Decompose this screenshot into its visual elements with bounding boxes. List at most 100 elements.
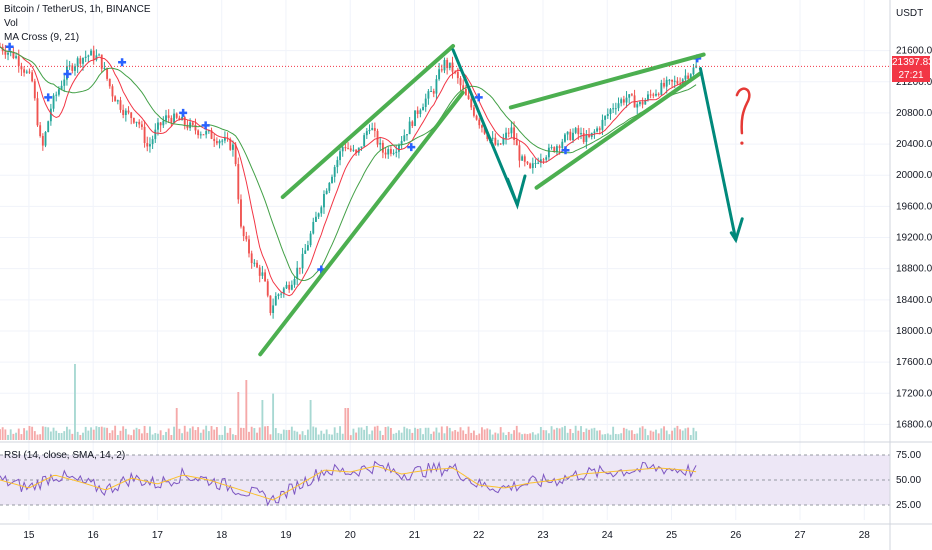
volume-bar (288, 429, 291, 440)
candle-body (598, 128, 601, 130)
volume-bar (561, 427, 564, 440)
candle-body (381, 142, 384, 153)
volume-bar (197, 427, 200, 440)
volume-bar (39, 434, 42, 440)
candle-body (464, 88, 467, 96)
candle-body (494, 137, 497, 145)
volume-bar (17, 428, 20, 440)
x-tick-label: 18 (216, 530, 228, 541)
volume-bar (296, 431, 299, 440)
ma-cross-marker (179, 108, 188, 117)
candle-body (98, 54, 101, 56)
candle-body (79, 58, 82, 64)
volume-bar (617, 434, 620, 440)
volume-bar (248, 431, 250, 440)
candle-body (609, 109, 612, 115)
volume-bar (218, 434, 221, 440)
volume-bar (221, 434, 224, 440)
candle-body (111, 86, 114, 97)
volume-bar (652, 431, 655, 440)
candle-body (379, 142, 382, 145)
candle-body (569, 131, 572, 141)
volume-bar (282, 429, 285, 440)
candle-body (641, 101, 644, 105)
candle-body (261, 272, 264, 276)
volume-bar (95, 426, 98, 440)
volume-bar (352, 428, 355, 440)
candle-body (555, 146, 558, 152)
volume-bar (379, 430, 382, 440)
candle-body (483, 127, 486, 134)
candle-body (130, 112, 133, 119)
candle-body (57, 89, 60, 95)
volume-bar (41, 426, 44, 440)
volume-bars (0, 364, 698, 440)
volume-bar (368, 434, 371, 440)
candle-body (339, 151, 341, 161)
candle-body (159, 122, 162, 126)
volume-bar (79, 435, 82, 440)
candle-body (23, 69, 26, 73)
candle-body (360, 146, 363, 148)
ma-cross-marker (407, 143, 416, 152)
cross-markers (5, 42, 702, 274)
volume-bar (149, 426, 151, 440)
volume-bar (606, 433, 609, 440)
volume-bar (87, 430, 90, 440)
y-tick-label: 21600.00 (896, 46, 932, 57)
volume-bar (98, 427, 101, 440)
y-tick-label: 18000.00 (896, 326, 932, 337)
candle-body (197, 130, 200, 136)
candle-body (467, 95, 470, 100)
volume-bar (331, 434, 333, 440)
candle-body (320, 207, 323, 214)
volume-bar (537, 433, 540, 440)
volume-bar (114, 425, 117, 440)
volume-bar (596, 430, 599, 440)
volume-bar (580, 426, 582, 440)
volume-bar (440, 426, 443, 440)
volume-bar (566, 432, 569, 440)
candle-body (376, 130, 379, 145)
candle-body (127, 110, 130, 113)
volume-bar (489, 429, 491, 440)
candle-body (317, 213, 320, 217)
candle-body (100, 54, 103, 69)
y-tick-label: 19600.00 (896, 201, 932, 212)
volume-bar (199, 432, 202, 440)
ma9-line (0, 46, 697, 297)
volume-bar (325, 429, 328, 440)
candle-body (264, 272, 267, 282)
volume-bar (384, 426, 387, 440)
volume-bar (250, 426, 253, 440)
volume-bar (355, 432, 358, 440)
volume-bar (598, 430, 601, 440)
candle-body (398, 145, 400, 152)
volume-bar (526, 434, 529, 440)
candle-body (406, 134, 408, 136)
volume-bar (628, 430, 631, 440)
candle-body (28, 71, 31, 73)
volume-bar (398, 430, 400, 440)
volume-bar (371, 430, 374, 440)
candle-body (285, 284, 288, 289)
volume-bar (170, 434, 173, 440)
volume-bar (687, 427, 690, 440)
candle-body (580, 133, 582, 135)
candle-body (652, 94, 655, 96)
volume-bar (483, 429, 486, 440)
candle-body (149, 144, 151, 147)
volume-bar (55, 430, 58, 440)
candle-body (242, 226, 245, 237)
candle-body (620, 99, 623, 104)
candle-body (416, 110, 419, 114)
candle-body (389, 149, 392, 154)
volume-bar (183, 425, 186, 440)
candle-body (663, 82, 665, 87)
volume-bar (620, 433, 623, 440)
volume-bar (315, 427, 317, 440)
candle-body (443, 59, 446, 71)
candle-body (446, 59, 449, 69)
candle-body (355, 149, 358, 153)
volume-bar (103, 427, 106, 440)
